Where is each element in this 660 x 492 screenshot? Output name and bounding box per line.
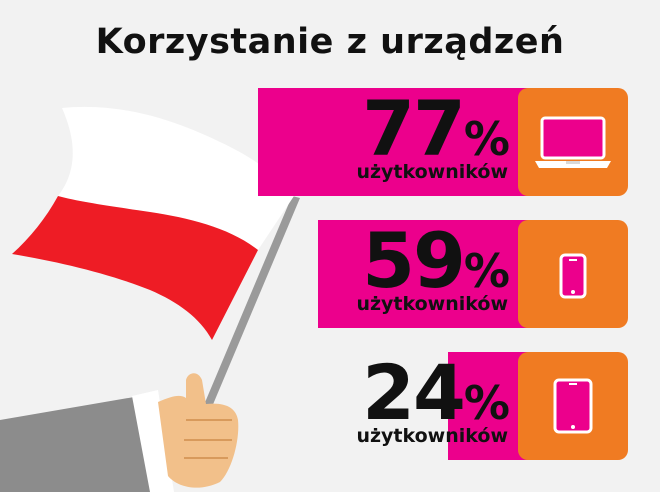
page-title: Korzystanie z urządzeń: [95, 22, 565, 62]
device-tile: [518, 220, 628, 328]
percentage-value: 77%: [362, 84, 510, 173]
users-label: użytkowników: [356, 161, 508, 183]
stat-bar: [318, 220, 528, 328]
percentage-value: 59%: [362, 216, 510, 305]
tablet-icon: [553, 378, 593, 434]
device-tile: [518, 88, 628, 196]
polish-flag-illustration: [0, 106, 300, 492]
laptop-icon: [535, 116, 611, 168]
percentage-value: 24%: [362, 348, 510, 437]
users-label: użytkowników: [356, 425, 508, 447]
device-tile: [518, 352, 628, 460]
smartphone-icon: [559, 253, 587, 299]
stat-bar: [448, 352, 528, 460]
stat-bar: [258, 88, 528, 196]
users-label: użytkowników: [356, 293, 508, 315]
stat-row-laptop: 77% użytkowników: [0, 88, 660, 196]
stat-row-smartphone: 59% użytkowników: [0, 220, 660, 328]
stat-row-tablet: 24% użytkowników: [0, 352, 660, 460]
